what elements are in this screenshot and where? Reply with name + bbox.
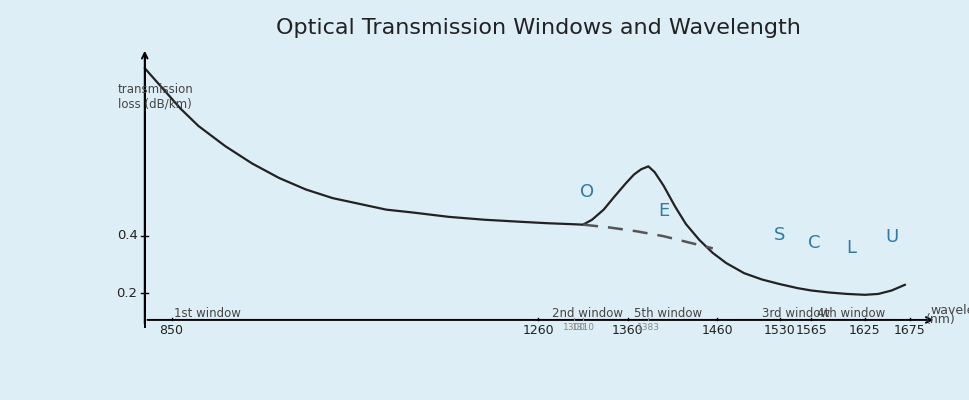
- Text: 1565: 1565: [795, 324, 827, 337]
- Text: 0.2: 0.2: [116, 287, 138, 300]
- Text: transmission
loss (dB/km): transmission loss (dB/km): [118, 83, 194, 111]
- Title: Optical Transmission Windows and Wavelength: Optical Transmission Windows and Wavelen…: [275, 18, 800, 38]
- Text: 2nd window: 2nd window: [551, 307, 622, 320]
- Text: (nm): (nm): [924, 314, 954, 326]
- Text: O: O: [579, 183, 594, 201]
- Text: 1310: 1310: [571, 323, 594, 332]
- Text: L: L: [846, 239, 856, 257]
- Text: C: C: [807, 234, 819, 252]
- Text: 1675: 1675: [892, 324, 924, 337]
- Text: 1360: 1360: [611, 324, 643, 337]
- Text: wavelength: wavelength: [929, 304, 969, 317]
- Text: 0.4: 0.4: [116, 229, 138, 242]
- Text: 1460: 1460: [701, 324, 733, 337]
- Text: E: E: [657, 202, 669, 220]
- Text: 1530: 1530: [764, 324, 795, 337]
- Text: 1260: 1260: [522, 324, 553, 337]
- Text: U: U: [884, 228, 897, 246]
- Text: 1625: 1625: [848, 324, 880, 337]
- Text: 1st window: 1st window: [173, 307, 240, 320]
- Text: 850: 850: [160, 324, 183, 337]
- Text: 4th window: 4th window: [817, 307, 885, 320]
- Text: 3rd window: 3rd window: [761, 307, 829, 320]
- Text: 5th window: 5th window: [634, 307, 702, 320]
- Text: 1383: 1383: [637, 323, 659, 332]
- Text: S: S: [773, 226, 785, 244]
- Text: 1300: 1300: [562, 323, 585, 332]
